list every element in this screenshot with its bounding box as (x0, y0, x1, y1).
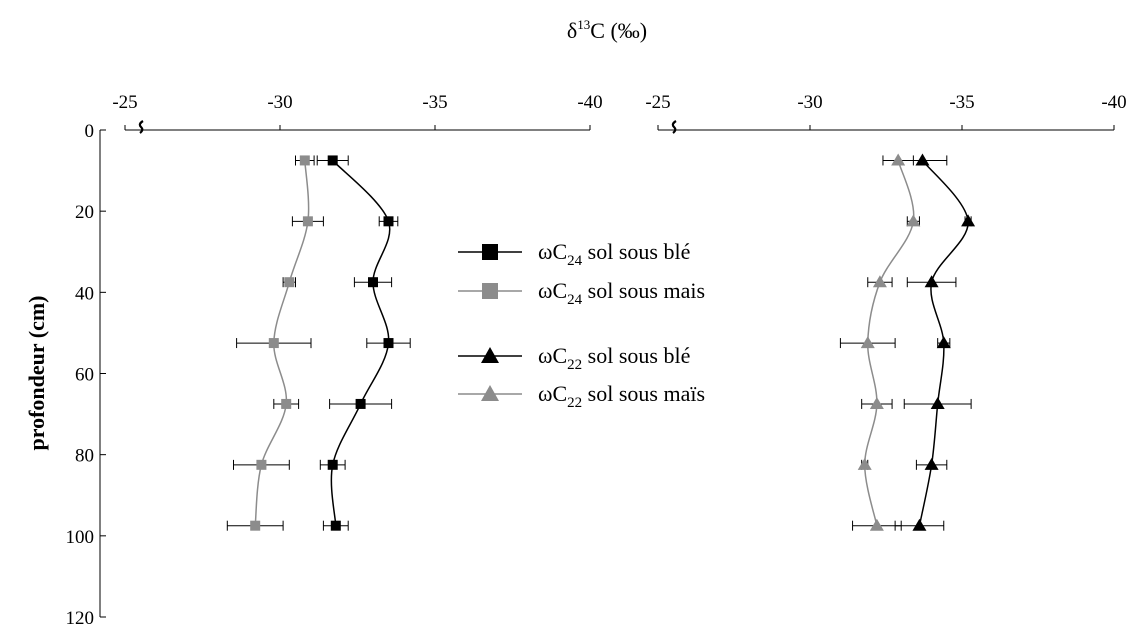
data-point-triangle (912, 518, 927, 531)
data-point-square (327, 459, 338, 470)
legend-label-sub: 22 (567, 395, 582, 411)
data-point-triangle (857, 457, 872, 470)
legend-marker-square (482, 244, 498, 260)
legend-label-suffix: sol sous blé (582, 239, 690, 264)
series-group (226, 153, 976, 531)
data-point-triangle (872, 275, 887, 288)
data-point-triangle (924, 457, 939, 470)
data-point-square (302, 216, 313, 227)
data-point-triangle (869, 396, 884, 409)
legend-label-prefix: ωC (538, 343, 567, 368)
x-tick-label: -30 (267, 92, 292, 113)
data-point-square (284, 277, 295, 288)
legend-label-prefix: ωC (538, 239, 567, 264)
legend-label-suffix: sol sous mais (582, 278, 705, 303)
x-tick-label: -40 (577, 92, 602, 113)
legend-label-prefix: ωC (538, 278, 567, 303)
y-tick-label: 20 (75, 202, 94, 223)
data-point-square (299, 155, 310, 166)
y-tick-label: 100 (66, 527, 95, 548)
x-tick-label: -35 (422, 92, 447, 113)
legend-label-sub: 24 (567, 253, 583, 269)
data-point-triangle (961, 214, 976, 227)
data-point-triangle (924, 275, 939, 288)
legend-label-suffix: sol sous maïs (582, 381, 705, 406)
data-point-triangle (869, 518, 884, 531)
x-tick-label: -25 (645, 92, 670, 113)
data-point-square (355, 398, 366, 409)
data-point-square (281, 398, 292, 409)
legend-label-prefix: ωC (538, 381, 567, 406)
legend-marker-square (482, 283, 498, 299)
y-tick-label: 0 (85, 121, 95, 142)
legend-marker-triangle (481, 347, 499, 363)
chart-title-rest: C (‰) (590, 18, 647, 43)
x-tick-label: -40 (1101, 92, 1126, 113)
axes-group: 0 20 40 60 80 100 120 -25 -30 -35 -40 -25 -30 -35 -40 (66, 92, 1127, 625)
legend-label: ωC22 sol sous maïs (538, 381, 705, 411)
data-point-square (383, 216, 394, 227)
legend-label-sub: 22 (567, 357, 582, 373)
axis-break-mark (671, 120, 677, 134)
data-point-triangle (906, 214, 921, 227)
y-tick-label: 80 (75, 446, 94, 467)
data-point-triangle (860, 336, 875, 349)
chart-title-main: δ (567, 18, 577, 43)
y-tick-label: 40 (75, 283, 94, 304)
legend-label: ωC24 sol sous mais (538, 278, 705, 308)
x-tick-label: -35 (949, 92, 974, 113)
legend-label-sub: 24 (567, 292, 583, 308)
data-point-triangle (936, 336, 951, 349)
data-point-square (250, 520, 261, 531)
data-point-square (330, 520, 341, 531)
chart-title: δ13C (‰) (567, 17, 647, 43)
data-point-triangle (891, 153, 906, 166)
legend-label: ωC22 sol sous blé (538, 343, 690, 373)
data-point-triangle (930, 396, 945, 409)
data-point-square (256, 459, 267, 470)
data-point-square (383, 338, 394, 349)
x-tick-label: -25 (112, 92, 137, 113)
legend-label: ωC24 sol sous blé (538, 239, 690, 269)
y-tick-label: 60 (75, 365, 94, 386)
data-point-square (327, 155, 338, 166)
y-axis-label: profondeur (cm) (24, 295, 49, 450)
chart-title-sup: 13 (577, 17, 590, 32)
data-point-triangle (915, 153, 930, 166)
x-tick-label: -30 (797, 92, 822, 113)
y-tick-label: 120 (66, 608, 95, 625)
data-point-square (268, 338, 279, 349)
legend-label-suffix: sol sous blé (582, 343, 690, 368)
axis-break-mark (138, 120, 144, 134)
legend-marker-triangle (481, 385, 499, 401)
data-point-square (368, 277, 378, 288)
